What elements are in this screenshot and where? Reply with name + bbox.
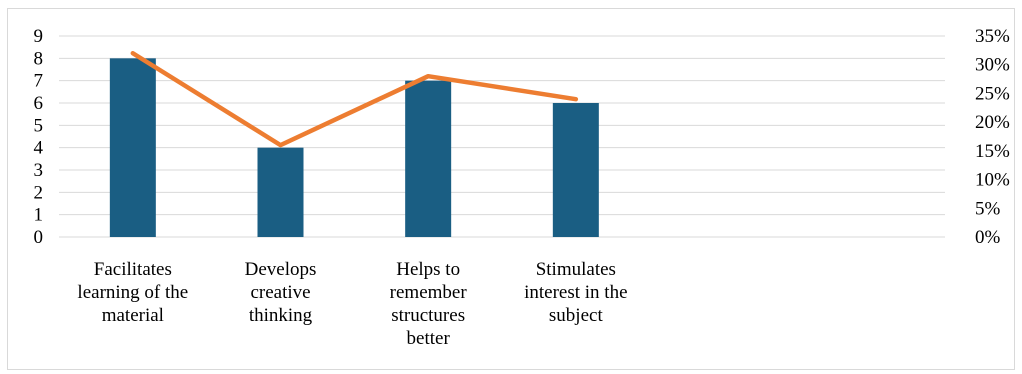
left-tick-label: 5 bbox=[34, 115, 44, 136]
left-tick-label: 7 bbox=[34, 71, 44, 92]
right-tick-label: 20% bbox=[975, 112, 1010, 133]
left-tick-label: 8 bbox=[34, 48, 44, 69]
bar bbox=[552, 103, 599, 237]
category-label: Facilitates learning of the material bbox=[77, 259, 188, 326]
left-tick-label: 3 bbox=[34, 160, 44, 181]
left-tick-label: 1 bbox=[34, 205, 44, 226]
left-tick-label: 9 bbox=[34, 26, 44, 47]
category-labels: Facilitates learning of the material Develo… bbox=[77, 259, 627, 349]
left-tick-label: 0 bbox=[34, 227, 44, 248]
right-axis-ticks: 0% 5% 10% 15% 20% 25% 30% 35% bbox=[975, 26, 1010, 248]
line-series bbox=[130, 50, 579, 148]
right-tick-label: 35% bbox=[975, 26, 1010, 47]
line-path bbox=[130, 50, 579, 148]
bar bbox=[109, 58, 156, 238]
category-label: Develops creative thinking bbox=[245, 259, 317, 326]
bar bbox=[257, 147, 304, 237]
category-label: Helps to remember structures better bbox=[390, 259, 468, 349]
right-tick-label: 15% bbox=[975, 141, 1010, 162]
right-tick-label: 30% bbox=[975, 55, 1010, 76]
bar bbox=[405, 80, 452, 238]
left-tick-label: 6 bbox=[34, 93, 44, 114]
gridlines bbox=[59, 35, 945, 216]
right-tick-label: 0% bbox=[975, 227, 1001, 248]
right-tick-label: 5% bbox=[975, 198, 1001, 219]
bar-series bbox=[109, 58, 599, 238]
left-tick-label: 4 bbox=[34, 138, 44, 159]
right-tick-label: 25% bbox=[975, 83, 1010, 104]
right-tick-label: 10% bbox=[975, 170, 1010, 191]
category-label: Stimulates interest in the subject bbox=[524, 259, 627, 326]
left-tick-label: 2 bbox=[34, 182, 44, 203]
